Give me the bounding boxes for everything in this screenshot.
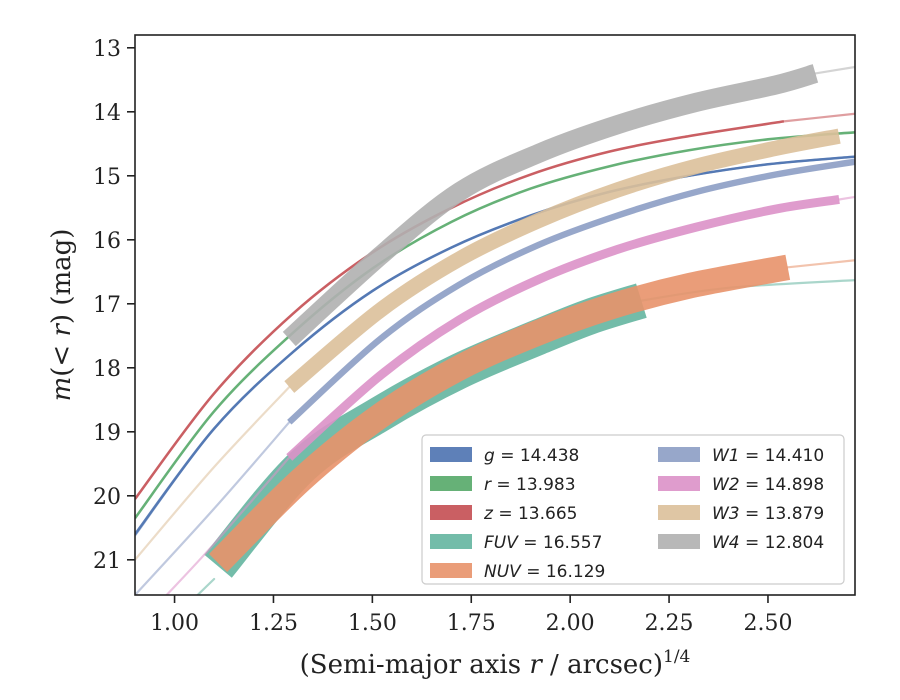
legend-swatch: [658, 505, 700, 520]
legend-label: W2 = 14.898: [712, 475, 824, 495]
series-w3: [135, 128, 841, 561]
y-axis-label: m(< r) (mag): [47, 229, 77, 402]
w2-extrapolated-line: [838, 195, 855, 201]
x-axis-ticks: 1.00 1.25 1.50 1.75 2.00 2.25 2.50: [150, 595, 792, 636]
legend-item-fuv: FUV = 16.557: [430, 533, 602, 553]
series-r: [135, 131, 855, 519]
legend-swatch: [658, 447, 700, 462]
legend-label: W4 = 12.804: [712, 533, 824, 553]
w1-measured-band: [287, 158, 855, 425]
nuv-extrapolated-line: [786, 259, 855, 269]
r-measured-band: [135, 131, 855, 519]
y-axis-label-lt: <: [47, 337, 77, 367]
x-tick-label: 1.00: [150, 611, 199, 636]
legend-label: W1 = 14.410: [712, 446, 824, 466]
y-tick-label: 18: [93, 357, 121, 382]
series-nuv: [209, 254, 855, 573]
legend-item-g: g = 14.438: [430, 446, 579, 466]
x-axis-label-main: (Semi-major axis: [300, 650, 530, 680]
curves-layer: [135, 64, 855, 595]
legend-swatch: [658, 534, 700, 549]
g-measured-band: [135, 155, 855, 535]
y-tick-label: 14: [93, 101, 121, 126]
w4-extrapolated-line: [814, 65, 855, 75]
x-tick-label: 1.25: [249, 611, 298, 636]
w2-measured-band: [286, 195, 840, 461]
w2-extrapolated-line: [165, 456, 291, 595]
w3-measured-band: [284, 128, 841, 393]
x-axis-label-tail: / arcsec): [542, 650, 663, 680]
w3-extrapolated-line: [135, 385, 291, 561]
series-w2: [165, 195, 855, 595]
legend-item-nuv: NUV = 16.129: [430, 562, 605, 582]
legend-label: NUV = 16.129: [484, 562, 605, 582]
x-axis-label-variable: r: [529, 650, 543, 680]
legend-swatch: [658, 476, 700, 491]
legend-label: z = 13.665: [483, 504, 577, 524]
legend-item-w2: W2 = 14.898: [658, 475, 824, 495]
x-axis-label: (Semi-major axis r / arcsec)1/4: [300, 647, 691, 680]
x-tick-label: 1.50: [348, 611, 397, 636]
w4-measured-band: [282, 64, 819, 347]
y-axis-label-r: r: [47, 323, 77, 337]
y-tick-label: 19: [93, 421, 121, 446]
legend-item-z: z = 13.665: [430, 504, 577, 524]
w1-extrapolated-line: [135, 421, 291, 595]
y-axis-label-m: m: [47, 377, 77, 402]
y-tick-label: 20: [93, 485, 121, 510]
y-tick-label: 17: [93, 293, 121, 318]
y-axis-label-open: (: [47, 367, 77, 377]
legend-label: r = 13.983: [484, 475, 576, 495]
legend: g = 14.438 r = 13.983 z = 13.665 FUV = 16.5…: [421, 434, 845, 585]
x-tick-label: 2.50: [743, 611, 792, 636]
y-tick-label: 15: [93, 165, 121, 190]
y-tick-label: 21: [93, 549, 121, 574]
legend-item-r: r = 13.983: [430, 475, 576, 495]
plot-frame: [134, 34, 856, 596]
legend-frame: [421, 434, 845, 585]
legend-item-w3: W3 = 13.879: [658, 504, 824, 524]
legend-swatch: [430, 476, 472, 491]
legend-label: g = 14.438: [484, 446, 579, 466]
z-extrapolated-line: [782, 112, 855, 123]
x-axis-label-exponent: 1/4: [663, 647, 690, 667]
y-tick-label: 13: [93, 37, 121, 62]
y-axis-label-tail: ) (mag): [47, 229, 77, 325]
series-g: [135, 155, 855, 537]
y-tick-label: 16: [93, 229, 121, 254]
series-w1: [135, 158, 855, 595]
legend-swatch: [430, 563, 472, 578]
legend-swatch: [430, 447, 472, 462]
fuv-extrapolated-line: [196, 577, 216, 595]
y-axis-ticks: 13 14 15 16 17 18 19 20 21: [93, 37, 135, 574]
legend-swatch: [430, 505, 472, 520]
x-tick-label: 2.25: [645, 611, 694, 636]
legend-swatch: [430, 534, 472, 549]
x-tick-label: 1.75: [447, 611, 496, 636]
legend-item-w4: W4 = 12.804: [658, 533, 824, 553]
series-w4: [282, 64, 855, 347]
nuv-measured-band: [209, 254, 791, 573]
x-tick-label: 2.00: [546, 611, 595, 636]
legend-label: W3 = 13.879: [712, 504, 824, 524]
legend-label: FUV = 16.557: [484, 533, 602, 553]
legend-item-w1: W1 = 14.410: [658, 446, 824, 466]
